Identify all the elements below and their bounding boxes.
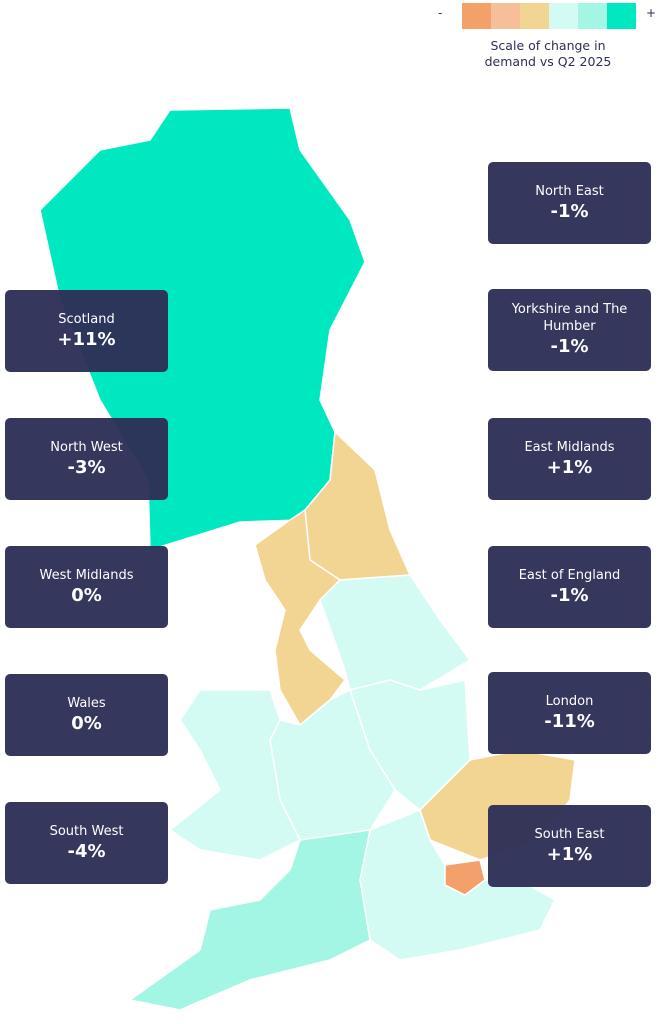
legend-minus: - xyxy=(438,6,443,20)
region-name: London xyxy=(545,693,594,709)
yorkshire-shape xyxy=(319,574,471,691)
legend-swatch xyxy=(491,3,520,29)
region-change: -1% xyxy=(550,584,589,606)
legend-caption: Scale of change in xyxy=(490,38,606,53)
london-shape xyxy=(444,859,486,896)
region-name: East of England xyxy=(518,567,621,583)
region-name: Wales xyxy=(67,695,106,711)
region-change: -1% xyxy=(550,200,589,222)
wales-shape xyxy=(169,689,301,861)
legend-swatch xyxy=(520,3,549,29)
region-name: South West xyxy=(49,823,124,839)
region-box: East Midlands +1% xyxy=(488,418,651,500)
region-change: -1% xyxy=(550,336,589,357)
region-name: North East xyxy=(535,183,604,199)
region-change: 0% xyxy=(71,712,102,734)
region-box: East of England -1% xyxy=(488,546,651,628)
region-name: East Midlands xyxy=(524,439,615,455)
south-west-shape xyxy=(129,829,371,1011)
region-box: Yorkshire and The Humber -1% xyxy=(488,289,651,371)
region-box: West Midlands 0% xyxy=(5,546,168,628)
region-name: North West xyxy=(50,439,123,455)
region-name: Scotland xyxy=(58,311,115,327)
region-box: North East -1% xyxy=(488,162,651,244)
region-name: Yorkshire and The Humber xyxy=(511,302,628,334)
legend-swatch xyxy=(607,3,636,29)
region-change: -3% xyxy=(67,456,106,478)
region-box: South East +1% xyxy=(488,805,651,887)
legend-caption: demand vs Q2 2025 xyxy=(484,54,612,69)
legend-swatch xyxy=(549,3,578,29)
region-change: -11% xyxy=(544,710,595,732)
region-box: South West -4% xyxy=(5,802,168,884)
region-change: 0% xyxy=(71,584,102,606)
region-change: +1% xyxy=(546,843,593,865)
region-name: West Midlands xyxy=(39,567,134,583)
region-change: -4% xyxy=(67,840,106,862)
region-box: Scotland +11% xyxy=(5,290,168,372)
region-name: South East xyxy=(534,826,605,842)
legend-plus: + xyxy=(646,6,657,20)
region-box: London -11% xyxy=(488,672,651,754)
region-box: North West -3% xyxy=(5,418,168,500)
region-change: +1% xyxy=(546,456,593,478)
region-box: Wales 0% xyxy=(5,674,168,756)
legend-swatch xyxy=(578,3,607,29)
legend-swatch xyxy=(462,3,491,29)
region-change: +11% xyxy=(57,328,116,350)
